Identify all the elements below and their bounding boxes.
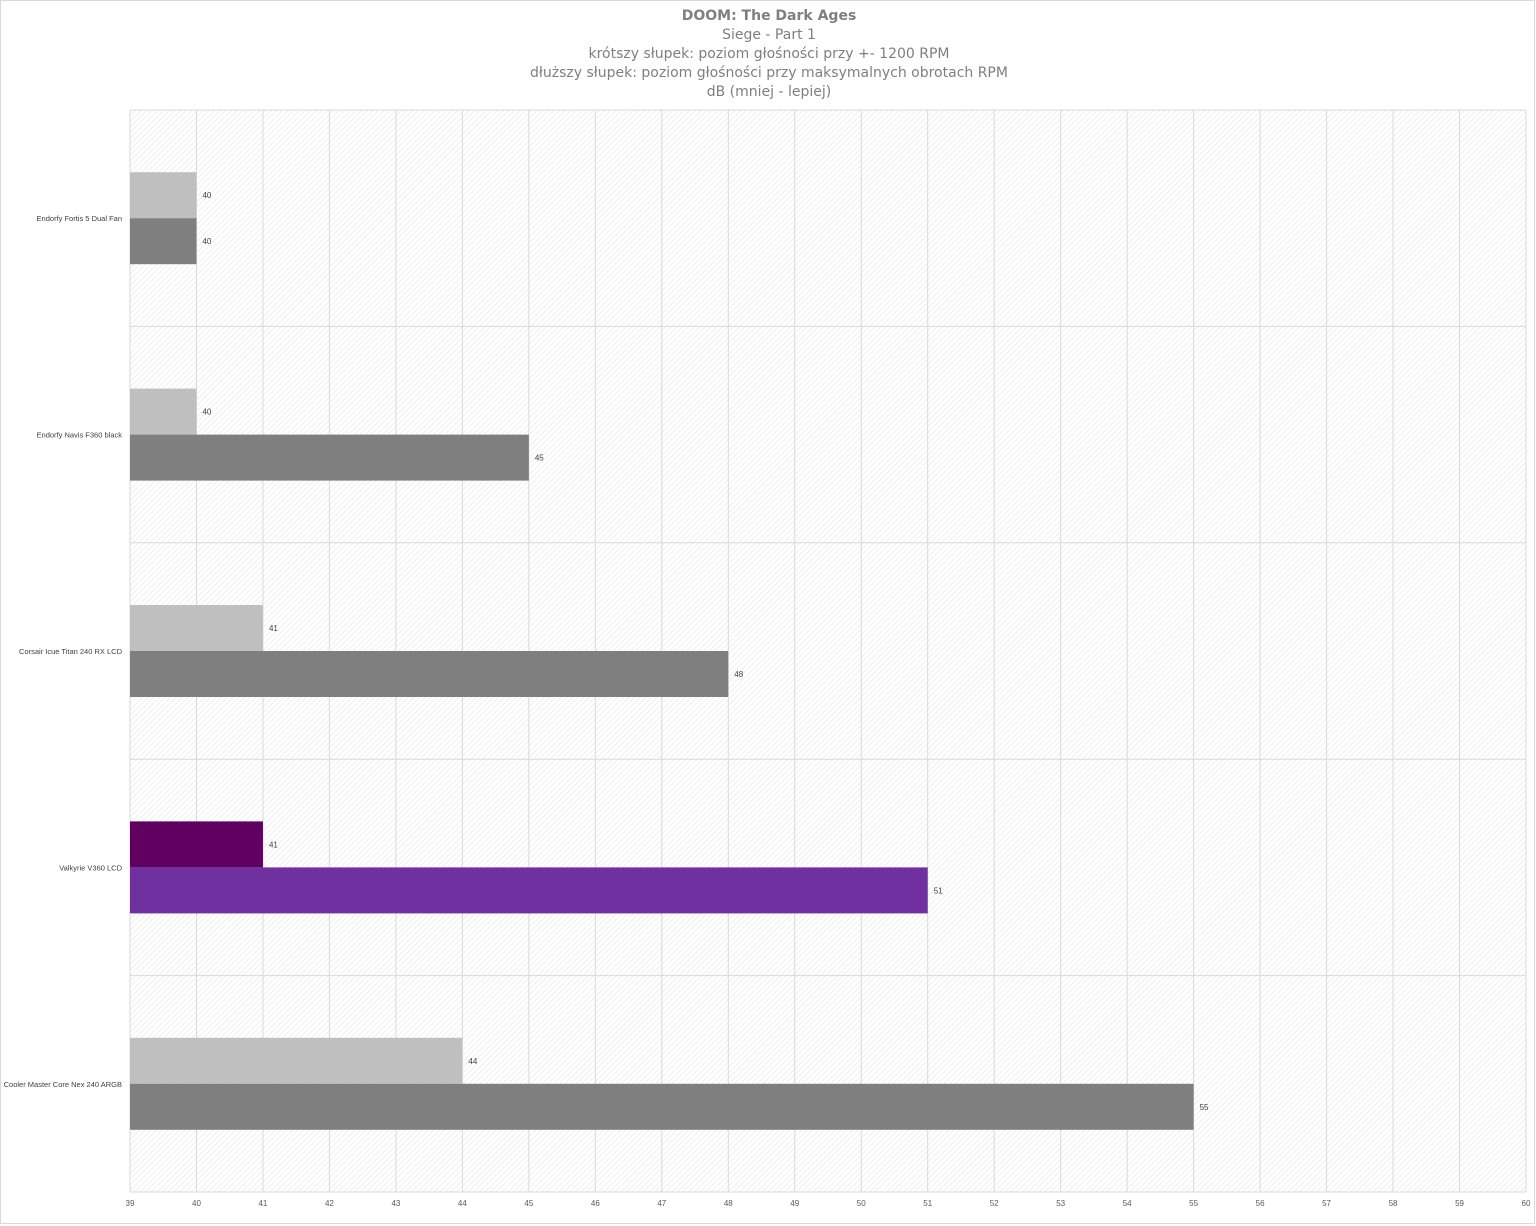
bar-value-label: 40 bbox=[202, 191, 211, 200]
bar-series-2 bbox=[130, 867, 928, 914]
bar-series-1 bbox=[130, 388, 197, 435]
chart-title-block: DOOM: The Dark Ages Siege - Part 1 króts… bbox=[1, 7, 1536, 102]
x-tick-label: 45 bbox=[524, 1199, 533, 1208]
bar-series-1 bbox=[130, 172, 197, 219]
bar-series-2 bbox=[130, 434, 529, 481]
category-label: Valkyrie V360 LCD bbox=[59, 863, 122, 872]
chart-title: DOOM: The Dark Ages bbox=[681, 8, 857, 24]
bar-value-label: 44 bbox=[468, 1057, 477, 1066]
x-tick-label: 57 bbox=[1322, 1199, 1331, 1208]
x-tick-label: 43 bbox=[391, 1199, 400, 1208]
bar-value-label: 48 bbox=[734, 670, 743, 679]
bar-series-1 bbox=[130, 821, 263, 868]
bar-series-2 bbox=[130, 651, 729, 697]
bar-series-1 bbox=[130, 605, 263, 651]
x-tick-label: 46 bbox=[591, 1199, 600, 1208]
x-tick-label: 44 bbox=[458, 1199, 467, 1208]
x-tick-label: 55 bbox=[1189, 1199, 1198, 1208]
x-tick-label: 50 bbox=[857, 1199, 866, 1208]
chart-subtitle-2: krótszy słupek: poziom głośności przy +-… bbox=[588, 46, 950, 62]
bar-value-label: 41 bbox=[269, 624, 278, 633]
chart-subtitle-4: dB (mniej - lepiej) bbox=[706, 84, 832, 100]
x-tick-label: 58 bbox=[1389, 1199, 1398, 1208]
x-tick-label: 42 bbox=[325, 1199, 334, 1208]
x-tick-label: 41 bbox=[258, 1199, 267, 1208]
x-tick-label: 47 bbox=[657, 1199, 666, 1208]
bar-series-2 bbox=[130, 218, 197, 265]
bar-value-label: 41 bbox=[269, 840, 278, 849]
bar-value-label: 40 bbox=[202, 237, 211, 246]
x-tick-label: 60 bbox=[1522, 1199, 1531, 1208]
x-tick-label: 52 bbox=[990, 1199, 999, 1208]
bar-value-label: 45 bbox=[535, 454, 544, 463]
category-label: Endorfy Navis F360 black bbox=[37, 431, 123, 440]
bar-value-label: 55 bbox=[1200, 1103, 1209, 1112]
x-tick-label: 53 bbox=[1056, 1199, 1065, 1208]
bar-value-label: 40 bbox=[202, 408, 211, 417]
category-label: Cooler Master Core Nex 240 ARGB bbox=[4, 1080, 122, 1089]
bar-series-2 bbox=[130, 1083, 1194, 1130]
x-tick-label: 54 bbox=[1123, 1199, 1132, 1208]
chart-subtitle-3: dłuższy słupek: poziom głośności przy ma… bbox=[530, 65, 1008, 81]
bar-value-label: 51 bbox=[934, 886, 943, 895]
category-label: Corsair Icue Titan 240 RX LCD bbox=[19, 647, 123, 656]
x-tick-label: 59 bbox=[1455, 1199, 1464, 1208]
x-tick-label: 49 bbox=[790, 1199, 799, 1208]
x-tick-label: 51 bbox=[923, 1199, 932, 1208]
x-tick-label: 56 bbox=[1256, 1199, 1265, 1208]
chart-subtitle-1: Siege - Part 1 bbox=[722, 27, 816, 43]
x-tick-label: 48 bbox=[724, 1199, 733, 1208]
bar-series-1 bbox=[130, 1037, 463, 1084]
x-tick-label: 40 bbox=[192, 1199, 201, 1208]
category-label: Endorfy Fortis 5 Dual Fan bbox=[37, 214, 122, 223]
x-tick-label: 39 bbox=[126, 1199, 135, 1208]
